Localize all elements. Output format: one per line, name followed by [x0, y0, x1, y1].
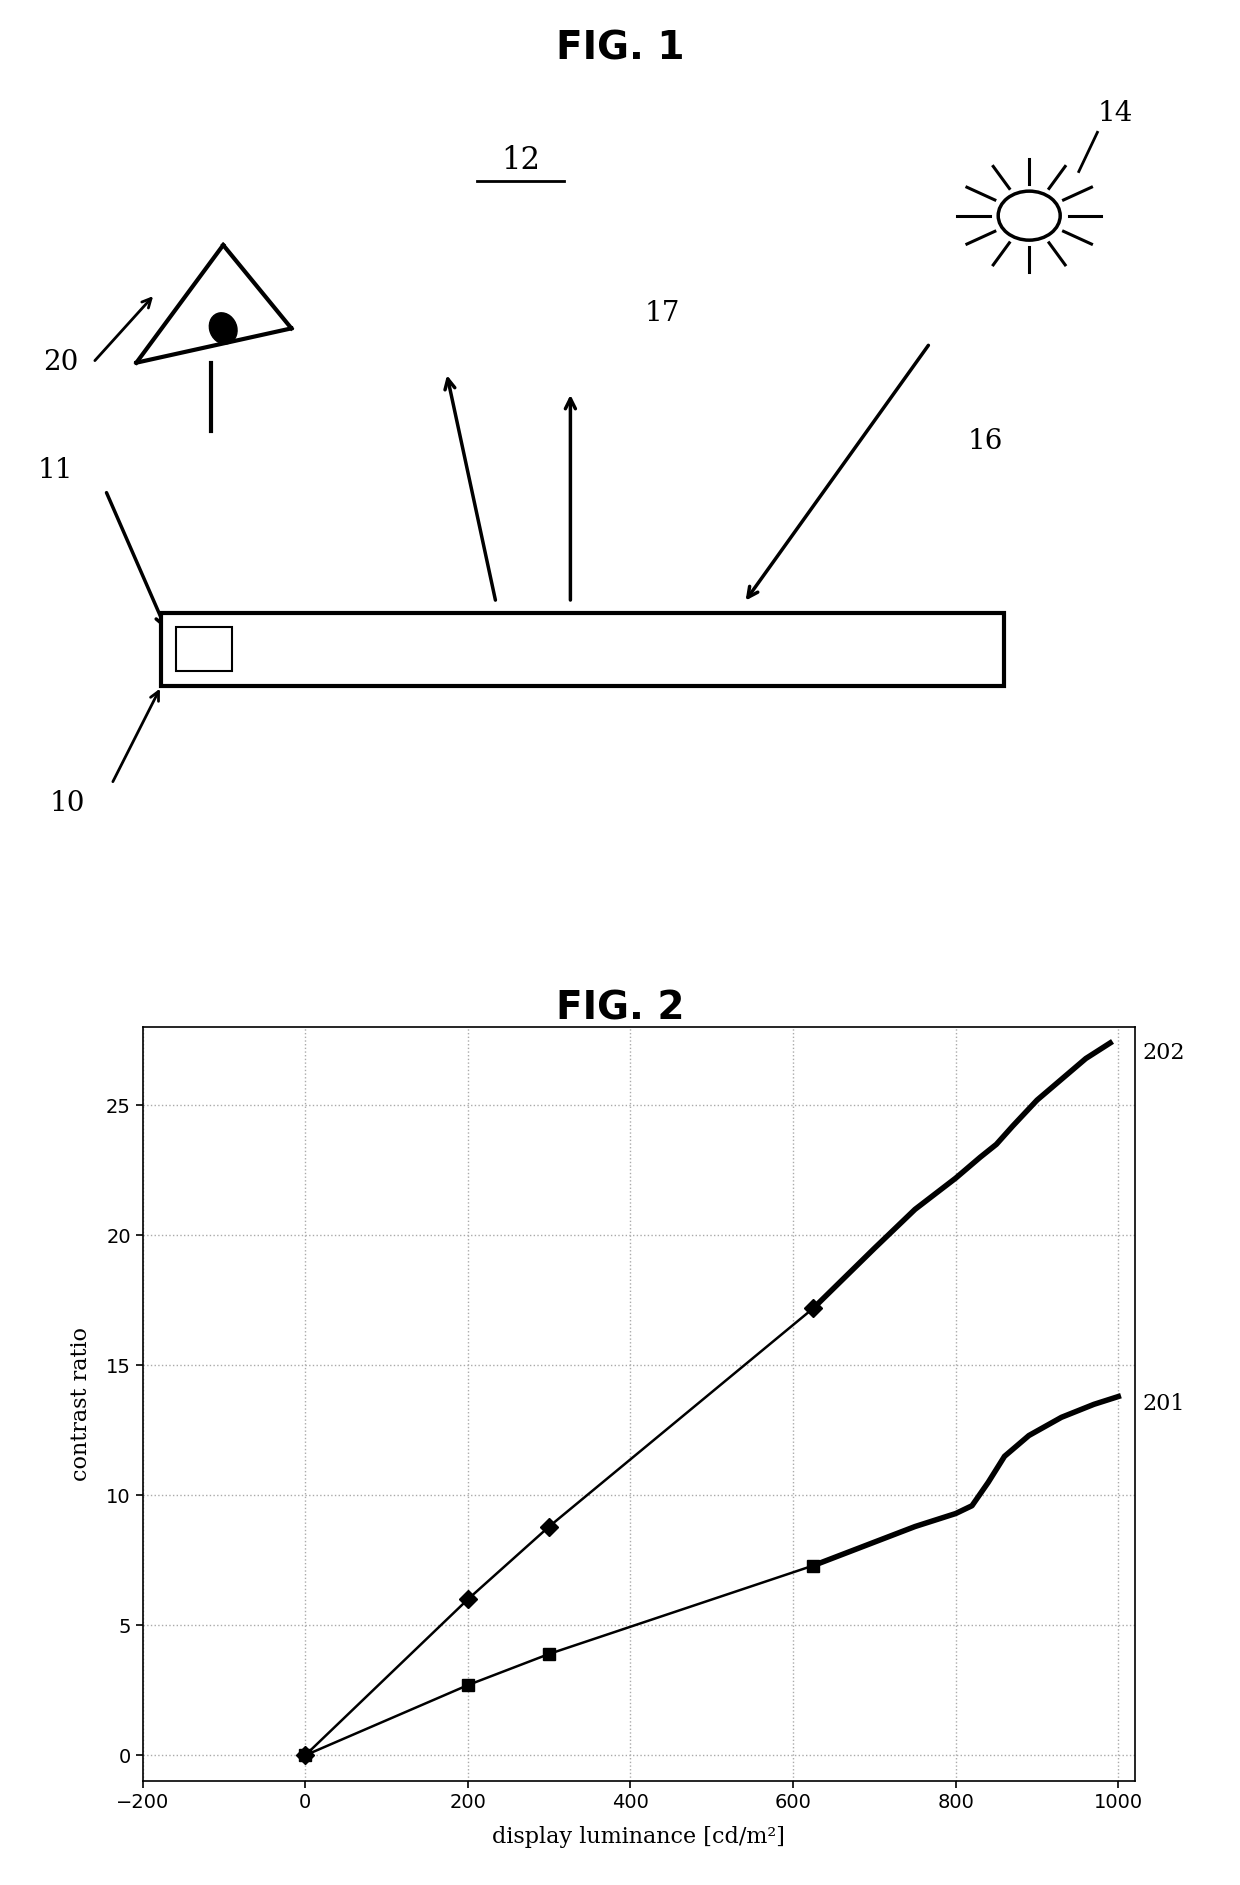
Text: FIG. 2: FIG. 2 [556, 990, 684, 1027]
Bar [176, 628, 232, 671]
Circle shape [998, 190, 1060, 239]
Text: 14: 14 [1097, 100, 1133, 128]
Bar [161, 613, 1004, 686]
Text: 11: 11 [37, 456, 73, 484]
Y-axis label: contrast ratio: contrast ratio [69, 1327, 92, 1482]
Ellipse shape [210, 313, 237, 343]
Text: 17: 17 [645, 300, 681, 328]
Text: 202: 202 [1143, 1042, 1185, 1065]
Text: 12: 12 [501, 145, 541, 177]
Text: FIG. 1: FIG. 1 [556, 30, 684, 68]
Text: 16: 16 [967, 428, 1003, 454]
Text: 10: 10 [50, 790, 86, 818]
X-axis label: display luminance [cd/m²]: display luminance [cd/m²] [492, 1827, 785, 1847]
Text: 201: 201 [1143, 1393, 1185, 1416]
Text: 20: 20 [43, 349, 79, 377]
